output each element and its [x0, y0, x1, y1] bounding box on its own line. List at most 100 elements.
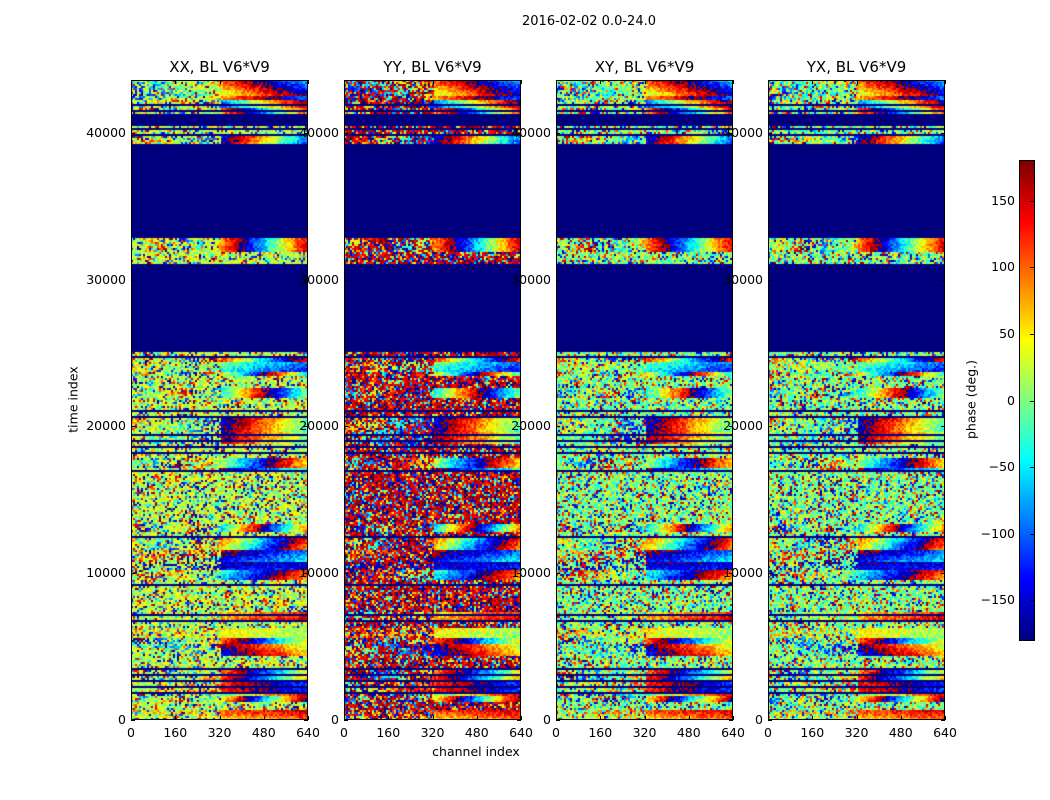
tick-mark	[304, 279, 308, 281]
tick-mark	[432, 716, 434, 720]
tick-mark	[131, 573, 135, 575]
heatmap-image	[131, 80, 308, 720]
tick-mark	[131, 80, 132, 84]
tick-mark	[900, 80, 902, 84]
colorbar-tick-label: 50	[999, 325, 1015, 341]
x-axis-label: channel index	[432, 744, 520, 759]
tick-mark	[131, 279, 135, 281]
tick-mark	[344, 80, 345, 84]
tick-mark	[556, 426, 560, 428]
colorbar-tick-label: −50	[988, 459, 1015, 475]
tick-mark	[304, 426, 308, 428]
x-tick-label: 480	[676, 725, 701, 740]
x-tick-label: 640	[296, 725, 320, 740]
y-tick-label: 0	[118, 712, 126, 727]
y-tick-label: 40000	[299, 124, 339, 140]
tick-mark	[304, 132, 308, 134]
tick-mark	[812, 716, 814, 720]
x-tick-label: 160	[800, 725, 825, 740]
tick-mark	[556, 279, 560, 281]
tick-mark	[644, 716, 646, 720]
tick-mark	[556, 80, 557, 84]
x-tick-label: 160	[163, 725, 188, 740]
x-tick-label: 320	[420, 725, 445, 740]
tick-mark	[600, 716, 602, 720]
tick-mark	[688, 80, 690, 84]
figure-title: 2016-02-02 0.0-24.0	[522, 14, 656, 29]
tick-mark	[131, 716, 132, 720]
tick-mark	[521, 80, 522, 84]
x-tick-label: 0	[340, 725, 348, 740]
tick-mark	[556, 573, 560, 575]
tick-mark	[131, 132, 135, 134]
tick-mark	[941, 279, 945, 281]
tick-mark	[945, 716, 946, 720]
tick-mark	[432, 80, 434, 84]
tick-mark	[768, 132, 772, 134]
tick-mark	[600, 80, 602, 84]
heatmap-panel-2: YY, BL V6*V9	[344, 58, 521, 720]
tick-mark	[812, 80, 814, 84]
tick-mark	[856, 80, 858, 84]
panel-title: YY, BL V6*V9	[383, 58, 482, 76]
y-tick-label: 0	[331, 712, 339, 727]
colorbar-tick-label: 100	[991, 259, 1015, 275]
y-tick-label: 20000	[723, 418, 763, 434]
x-tick-label: 640	[933, 725, 957, 740]
y-tick-label: 10000	[299, 565, 339, 581]
x-tick-label: 480	[251, 725, 276, 740]
tick-mark	[768, 573, 772, 575]
tick-mark	[344, 716, 345, 720]
tick-mark	[768, 720, 772, 721]
heatmap-image	[344, 80, 521, 720]
y-tick-label: 20000	[86, 418, 126, 434]
tick-mark	[344, 720, 348, 721]
tick-mark	[556, 720, 560, 721]
x-tick-label: 160	[376, 725, 401, 740]
colorbar-tick-label: −100	[980, 525, 1015, 541]
x-tick-label: 160	[588, 725, 613, 740]
colorbar-tick-label: 150	[991, 192, 1015, 208]
tick-mark	[729, 132, 733, 134]
tick-mark	[1030, 533, 1034, 535]
y-tick-label: 40000	[723, 124, 763, 140]
tick-mark	[476, 716, 478, 720]
tick-mark	[556, 716, 557, 720]
tick-mark	[517, 279, 521, 281]
tick-mark	[945, 80, 946, 84]
x-tick-label: 320	[207, 725, 232, 740]
panel-title: XX, BL V6*V9	[169, 58, 270, 76]
heatmap-panel-3: XY, BL V6*V9	[556, 58, 733, 720]
heatmap-image	[768, 80, 945, 720]
y-tick-label: 10000	[86, 565, 126, 581]
tick-mark	[131, 720, 135, 721]
y-tick-label: 10000	[511, 565, 551, 581]
x-tick-label: 0	[764, 725, 772, 740]
y-tick-label: 0	[543, 712, 551, 727]
x-tick-label: 640	[721, 725, 745, 740]
tick-mark	[768, 279, 772, 281]
tick-mark	[733, 80, 734, 84]
tick-mark	[729, 720, 733, 721]
y-tick-label: 10000	[723, 565, 763, 581]
tick-mark	[941, 720, 945, 721]
tick-mark	[688, 716, 690, 720]
x-tick-label: 0	[552, 725, 560, 740]
tick-mark	[1030, 600, 1034, 602]
tick-mark	[304, 720, 308, 721]
panel-title: YX, BL V6*V9	[806, 58, 907, 76]
tick-mark	[304, 573, 308, 575]
tick-mark	[476, 80, 478, 84]
y-axis-label: time index	[65, 366, 81, 433]
y-tick-label: 20000	[299, 418, 339, 434]
tick-mark	[856, 716, 858, 720]
tick-mark	[308, 80, 309, 84]
colorbar-tick-label: −150	[980, 592, 1015, 608]
tick-mark	[263, 80, 265, 84]
tick-mark	[733, 716, 734, 720]
heatmap-panel-1: XX, BL V6*V9	[131, 58, 308, 720]
tick-mark	[941, 573, 945, 575]
tick-mark	[729, 426, 733, 428]
tick-mark	[644, 80, 646, 84]
x-tick-label: 480	[888, 725, 913, 740]
